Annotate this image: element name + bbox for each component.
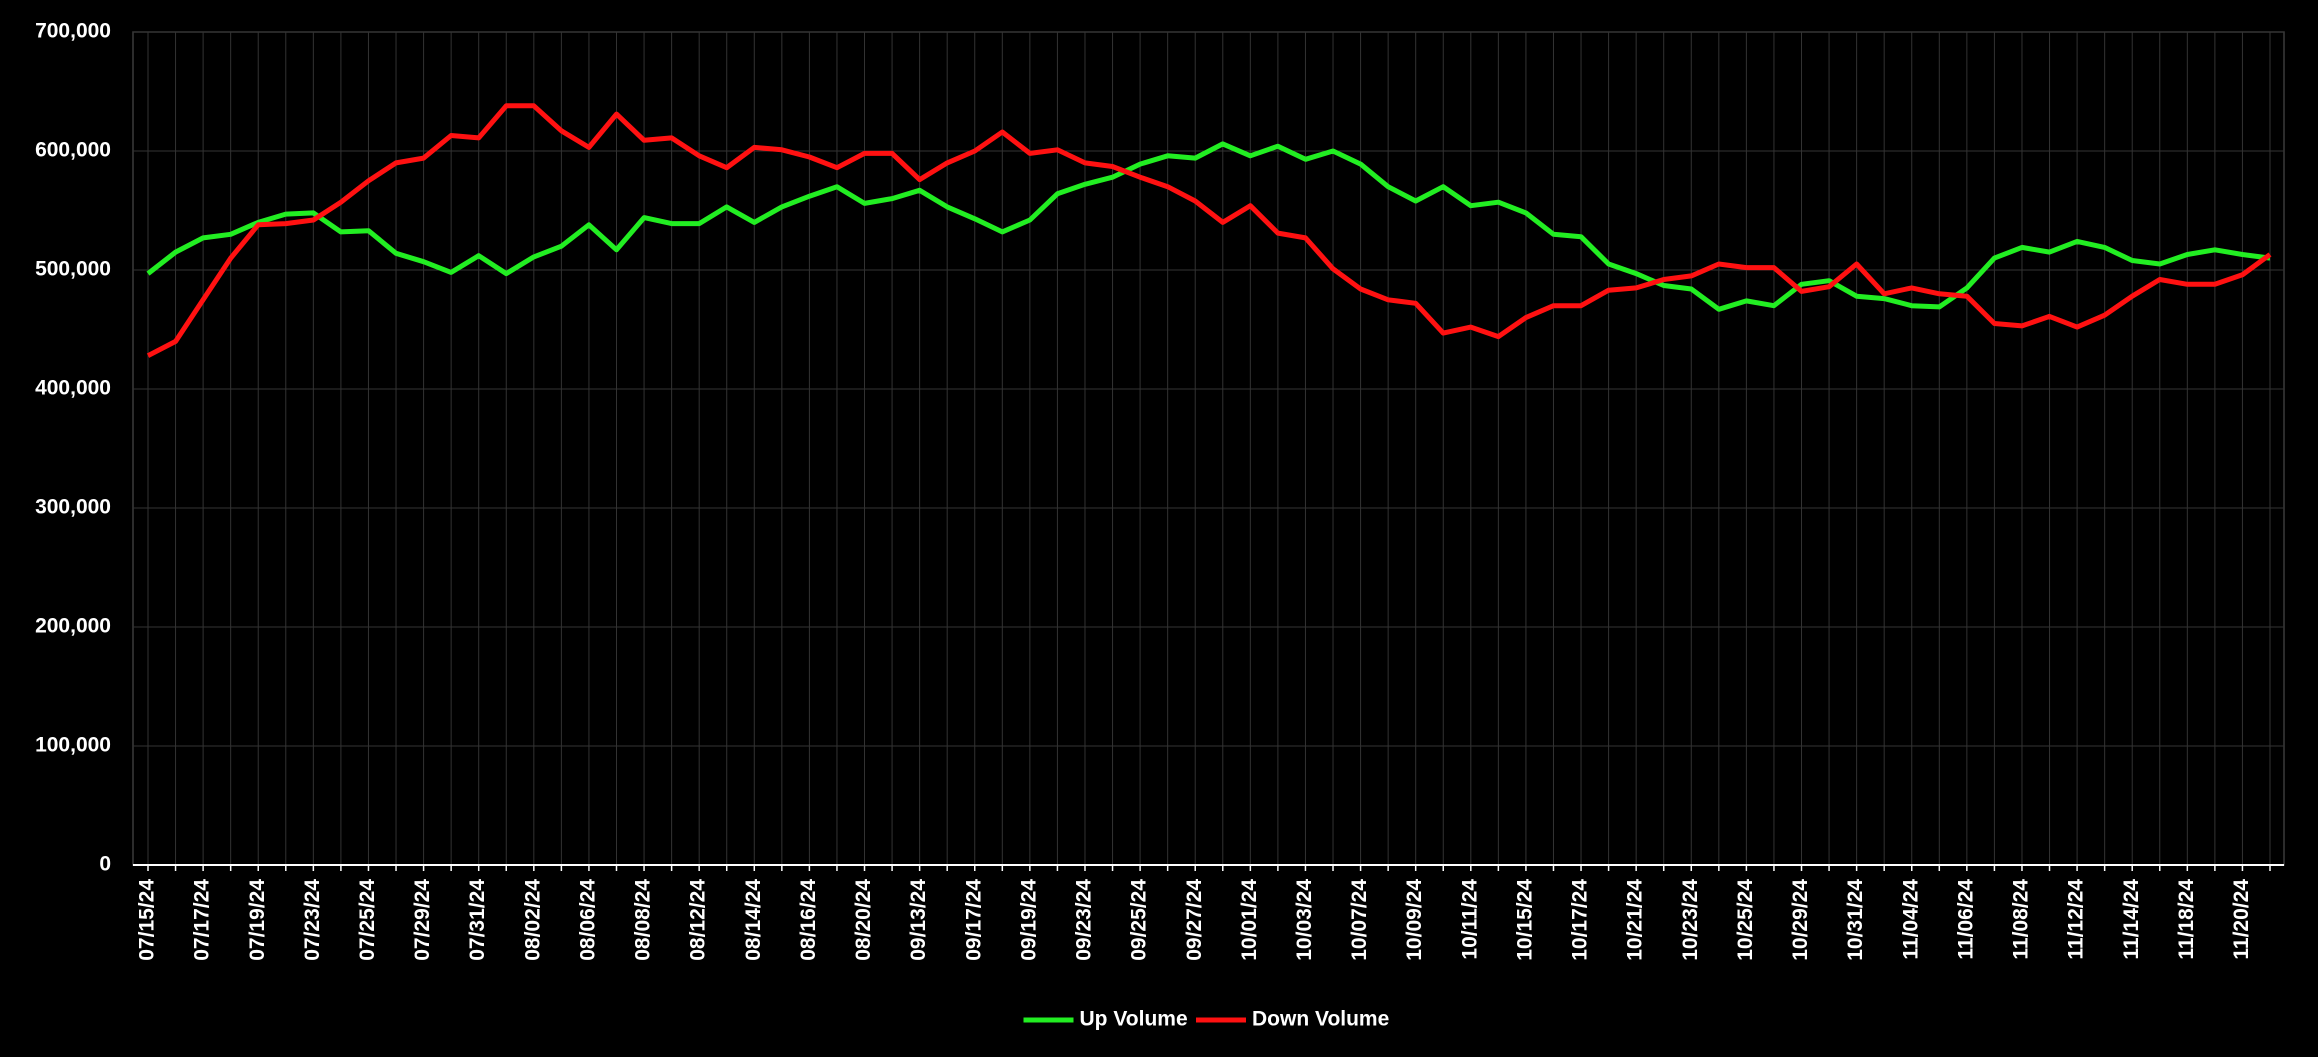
x-tick-label: 07/29/24 [411,879,434,961]
x-tick-label: 09/17/24 [962,879,985,961]
x-tick-label: 10/07/24 [1348,879,1371,961]
x-tick-label: 10/11/24 [1458,879,1481,960]
x-tick-label: 11/08/24 [2010,879,2033,960]
y-tick-label: 0 [99,853,111,876]
x-tick-label: 09/25/24 [1128,879,1151,961]
y-tick-label: 400,000 [35,377,111,400]
x-tick-label: 11/20/24 [2230,879,2253,960]
x-tick-label: 07/31/24 [466,879,489,961]
line-series [146,141,2271,312]
x-tick-label: 11/18/24 [2175,879,2198,960]
x-tick-label: 08/16/24 [797,879,820,961]
line-series [146,103,2272,358]
x-tick-label: 09/27/24 [1183,879,1206,961]
x-tick-label: 10/15/24 [1513,879,1536,961]
x-tick-label: 09/23/24 [1073,879,1096,961]
x-tick-label: 10/25/24 [1734,879,1757,961]
y-tick-label: 600,000 [35,139,111,162]
y-tick-label: 100,000 [35,734,111,757]
x-tick-label: 08/20/24 [852,879,875,961]
x-tick-label: 07/19/24 [246,879,269,961]
legend-label: Up Volume [1080,1008,1188,1031]
y-tick-label: 500,000 [35,258,111,281]
x-tick-label: 08/08/24 [632,879,655,961]
x-tick-label: 10/23/24 [1679,879,1702,961]
x-tick-label: 07/15/24 [136,879,159,961]
x-tick-label: 09/13/24 [907,879,930,961]
y-tick-label: 300,000 [35,496,111,519]
x-tick-label: 11/06/24 [1954,879,1977,960]
x-tick-label: 07/23/24 [301,879,324,961]
x-tick-label: 10/21/24 [1624,879,1647,961]
y-tick-label: 700,000 [35,20,111,43]
x-tick-label: 11/12/24 [2065,879,2088,960]
x-tick-label: 10/29/24 [1789,879,1812,961]
x-tick-label: 08/14/24 [742,879,765,961]
x-tick-label: 09/19/24 [1017,879,1040,961]
legend-label: Down Volume [1252,1008,1389,1031]
x-tick-label: 10/01/24 [1238,879,1261,961]
x-tick-label: 11/04/24 [1899,879,1922,960]
x-tick-label: 08/06/24 [576,879,599,961]
y-tick-label: 200,000 [35,615,111,638]
x-tick-label: 10/17/24 [1569,879,1592,961]
x-tick-label: 08/12/24 [687,879,710,961]
x-tick-label: 10/09/24 [1403,879,1426,961]
x-tick-label: 10/31/24 [1844,879,1867,961]
x-tick-label: 07/25/24 [356,879,379,961]
x-tick-label: 11/14/24 [2120,879,2143,960]
x-tick-label: 08/02/24 [521,879,544,961]
x-tick-label: 10/03/24 [1293,879,1316,961]
x-tick-label: 07/17/24 [191,879,214,961]
